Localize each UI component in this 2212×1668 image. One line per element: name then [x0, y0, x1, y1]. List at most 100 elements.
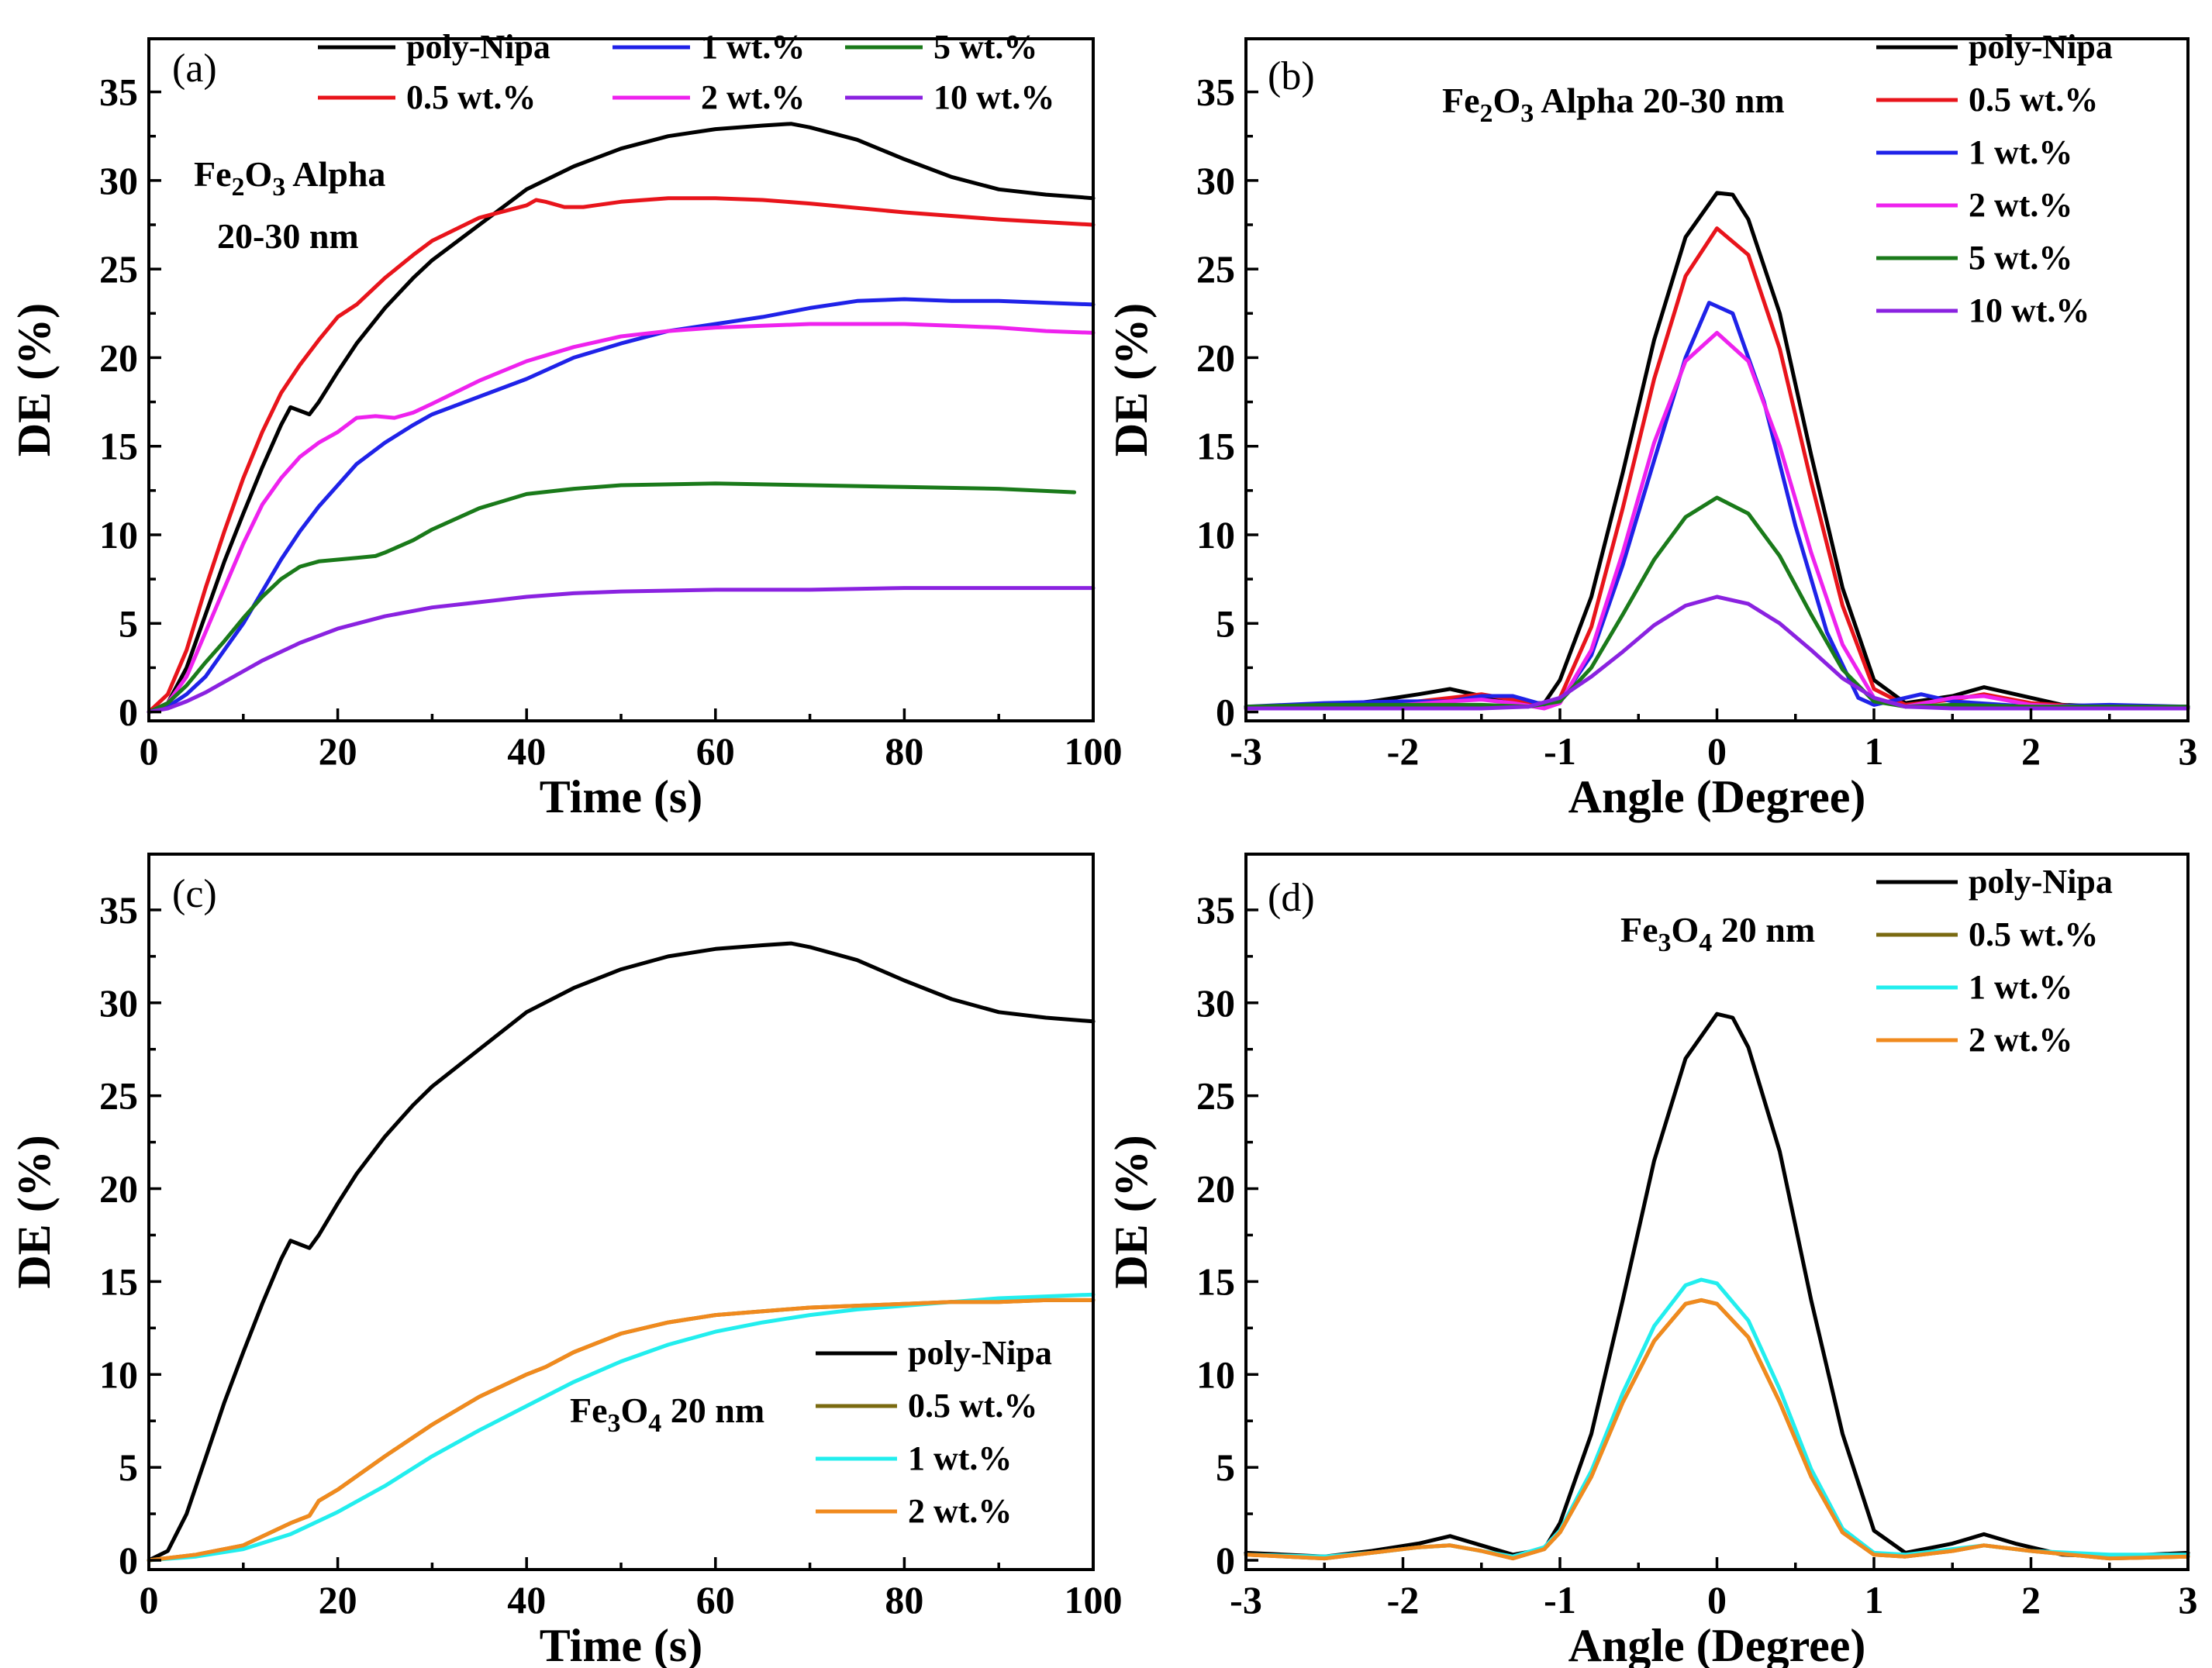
y-tick-label: 35 [1196, 71, 1235, 114]
panel-letter: (c) [172, 872, 217, 916]
panel-letter: (d) [1268, 876, 1315, 920]
annotation-part: O [1493, 81, 1521, 120]
legend: poly-Nipa 0.5 wt.% 1 wt.% 2 wt.% [1876, 863, 2113, 1059]
y-tick-label: 10 [99, 1353, 138, 1396]
x-axis-label: Angle (Degree) [1568, 1620, 1866, 1668]
series-line-10-wt [1244, 594, 2190, 711]
legend-item-0-5-wt: 0.5 wt.% [816, 1387, 1037, 1425]
legend-item-0-5-wt: 0.5 wt.% [1876, 81, 2098, 119]
y-axis-label: DE (%) [9, 303, 60, 457]
x-tick-label: 3 [2179, 729, 2198, 773]
legend-label: 1 wt.% [908, 1439, 1012, 1477]
legend-item-2-wt: 2 wt.% [613, 78, 805, 116]
y-tick-label: 25 [99, 1074, 138, 1118]
annotation-part: 20 nm [661, 1391, 764, 1430]
x-tick-label: 40 [507, 729, 546, 773]
annotation-part: O [245, 154, 273, 194]
y-tick-label: 5 [119, 1446, 138, 1489]
x-tick-label: 80 [885, 729, 923, 773]
annotation-part: 3 [1658, 929, 1672, 957]
series-line-1-wt [147, 297, 1096, 715]
x-tick-label: 60 [696, 1578, 735, 1621]
x-tick-label: 0 [140, 729, 159, 773]
series-line-10-wt [147, 586, 1096, 715]
annotation-part: 2 [1480, 99, 1493, 128]
legend-label: poly-Nipa [908, 1334, 1052, 1372]
annotation-part: Fe [1620, 910, 1658, 949]
series-line-poly-nipa [147, 122, 1096, 715]
y-axis-label: DE (%) [1106, 1135, 1157, 1288]
x-tick-label: 20 [319, 1578, 357, 1621]
annotation-part: 3 [272, 173, 285, 202]
legend-label: 0.5 wt.% [1969, 81, 2098, 119]
y-tick-label: 25 [1196, 247, 1235, 291]
legend: poly-Nipa 0.5 wt.% 1 wt.% 2 wt.% 5 wt.% 10 wt… [1876, 28, 2113, 329]
legend-label: 0.5 wt.% [1969, 915, 2098, 953]
x-tick-label: -2 [1387, 729, 1420, 773]
y-tick-label: 15 [1196, 425, 1235, 468]
annotation-part: 3 [1520, 99, 1534, 128]
annotation-part: 4 [648, 1409, 661, 1438]
panel-letter: (a) [172, 47, 217, 91]
legend-label: 10 wt.% [1969, 291, 2089, 329]
legend-label: 1 wt.% [1969, 968, 2072, 1006]
x-axis-label: Angle (Degree) [1568, 771, 1866, 822]
legend-label: 1 wt.% [1969, 133, 2072, 171]
series-line-2-wt [147, 1298, 1096, 1563]
annotation-part: Fe [1442, 81, 1480, 120]
series-line-poly-nipa [1244, 191, 2190, 709]
series-line-poly-nipa [1244, 1011, 2190, 1559]
legend-item-10-wt: 10 wt.% [1876, 291, 2089, 329]
panel-letter: (b) [1268, 54, 1315, 98]
legend-label: poly-Nipa [1969, 863, 2113, 901]
y-axis-label: DE (%) [9, 1135, 60, 1288]
x-axis-label: Time (s) [540, 771, 703, 822]
legend-item-5-wt: 5 wt.% [845, 28, 1037, 66]
x-tick-label: -2 [1387, 1578, 1420, 1621]
legend-item-1-wt: 1 wt.% [816, 1439, 1012, 1477]
legend-label: 2 wt.% [908, 1492, 1012, 1530]
series-line-1-wt [1244, 301, 2190, 709]
y-tick-label: 0 [1216, 691, 1235, 734]
y-tick-label: 20 [99, 336, 138, 379]
annotation-part: 3 [608, 1409, 621, 1438]
y-tick-label: 5 [119, 601, 138, 645]
annotation-part: Fe [194, 154, 232, 194]
legend-label: 2 wt.% [701, 78, 805, 116]
y-tick-label: 30 [99, 159, 138, 202]
series-line-5-wt [147, 481, 1077, 715]
legend-item-5-wt: 5 wt.% [1876, 239, 2072, 277]
legend: poly-Nipa 0.5 wt.% 1 wt.% 2 wt.% [816, 1334, 1052, 1530]
legend-label: 2 wt.% [1969, 1021, 2072, 1059]
x-tick-label: 0 [140, 1578, 159, 1621]
x-tick-label: 40 [507, 1578, 546, 1621]
y-tick-label: 25 [99, 247, 138, 291]
series-line-poly-nipa [147, 941, 1096, 1563]
legend-label: 5 wt.% [1969, 239, 2072, 277]
x-tick-label: 60 [696, 729, 735, 773]
y-tick-label: 35 [1196, 888, 1235, 932]
x-tick-label: -1 [1544, 1578, 1576, 1621]
annotation-part: Alpha 20-30 nm [1534, 81, 1784, 120]
legend-label: poly-Nipa [406, 28, 550, 66]
x-tick-label: 0 [1707, 1578, 1727, 1621]
y-tick-label: 0 [119, 691, 138, 734]
y-tick-label: 35 [99, 888, 138, 932]
legend-label: poly-Nipa [1969, 28, 2113, 66]
annotation-part: 20 nm [1712, 910, 1815, 949]
axis-frame [1244, 853, 2190, 1571]
y-tick-label: 20 [1196, 336, 1235, 379]
y-tick-label: 5 [1216, 601, 1235, 645]
legend-item-10-wt: 10 wt.% [845, 78, 1054, 116]
annotation-line: 20-30 nm [217, 216, 359, 256]
legend-label: 5 wt.% [933, 28, 1037, 66]
panel-c: 0 20 40 60 80 100 0 5 10 15 20 25 30 35 Time (s) DE (%)… [9, 853, 1123, 1668]
legend-item-2-wt: 2 wt.% [1876, 186, 2072, 224]
legend-item-poly-nipa: poly-Nipa [1876, 28, 2113, 66]
annotation-part: Alpha [285, 154, 385, 194]
legend-item-2-wt: 2 wt.% [1876, 1021, 2072, 1059]
series-line-2-wt [1244, 1298, 2190, 1561]
